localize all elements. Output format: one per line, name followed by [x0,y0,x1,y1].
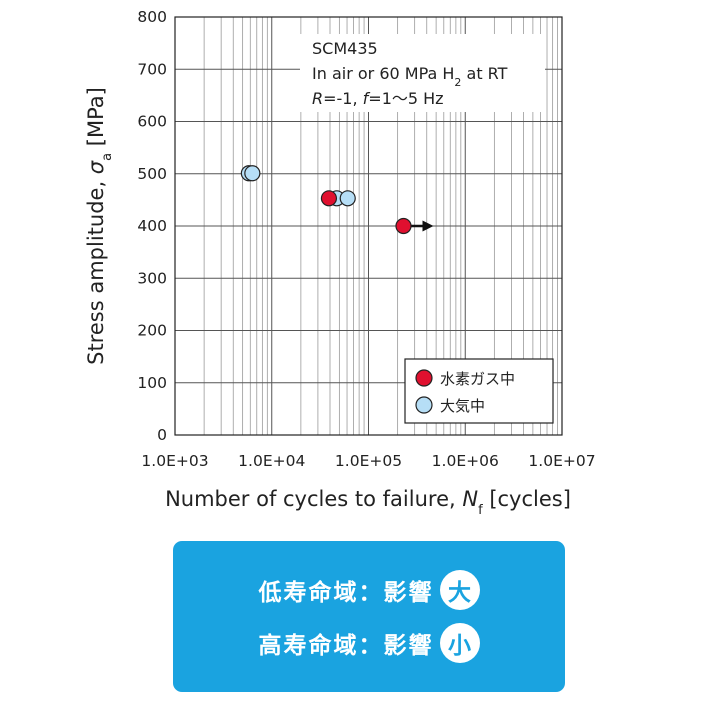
impact-small-badge: 小 [439,623,480,663]
y-tick-label: 300 [137,269,167,287]
y-tick-labels: 0 100 200 300 400 500 600 700 800 [137,8,167,444]
y-axis-title: Stress amplitude, σa [MPa] [84,87,115,365]
x-tick-label: 1.0E+03 [141,452,208,470]
x-tick-label: 1.0E+04 [238,452,305,470]
summary-row1-text: 低寿命域：影響 [258,580,434,606]
data-point-air [244,165,261,182]
data-point-hydrogen [320,190,338,207]
x-axis-title: Number of cycles to failure, Nf [cycles] [165,487,571,518]
y-tick-label: 600 [137,113,167,131]
legend-box [404,358,554,424]
annotation-conditions: R=-1, f=1～5 Hz [312,89,444,108]
data-points [240,165,434,235]
summary-box: 低寿命域：影響 大 高寿命域：影響 小 [173,541,565,692]
legend-marker-air [415,396,433,414]
plot-frame [174,16,563,436]
legend: 水素ガス中 大気中 [404,358,554,424]
runout-arrow-head [422,220,434,232]
annotation-material: SCM435 [312,39,378,58]
sn-chart: 0 100 200 300 400 500 600 700 800 1.0E+03 1.0E+04… [84,8,596,518]
annotation-bg [300,34,545,112]
data-point-hydrogen [395,217,412,235]
x-tick-label: 1.0E+06 [432,452,499,470]
x-tick-label: 1.0E+05 [335,452,402,470]
y-tick-label: 800 [137,8,167,26]
x-tick-label: 1.0E+07 [528,452,595,470]
y-tick-label: 700 [137,60,167,78]
y-tick-label: 0 [157,426,167,444]
x-tick-labels: 1.0E+03 1.0E+04 1.0E+05 1.0E+06 1.0E+07 [141,452,595,470]
legend-marker-hydrogen [415,369,433,387]
summary-row-high-cycle: 高寿命域：影響 小 [173,621,565,665]
legend-label-air: 大気中 [440,397,485,415]
y-tick-label: 400 [137,217,167,235]
y-tick-label: 500 [137,165,167,183]
y-tick-label: 100 [137,374,167,392]
data-point-air [339,190,356,207]
impact-large-badge: 大 [439,570,480,610]
summary-row2-text: 高寿命域：影響 [258,633,434,659]
summary-row-low-cycle: 低寿命域：影響 大 [173,568,565,612]
y-tick-label: 200 [137,322,167,340]
annotation-environment: In air or 60 MPa H2 at RT [312,64,508,89]
legend-label-hydrogen: 水素ガス中 [440,370,515,388]
